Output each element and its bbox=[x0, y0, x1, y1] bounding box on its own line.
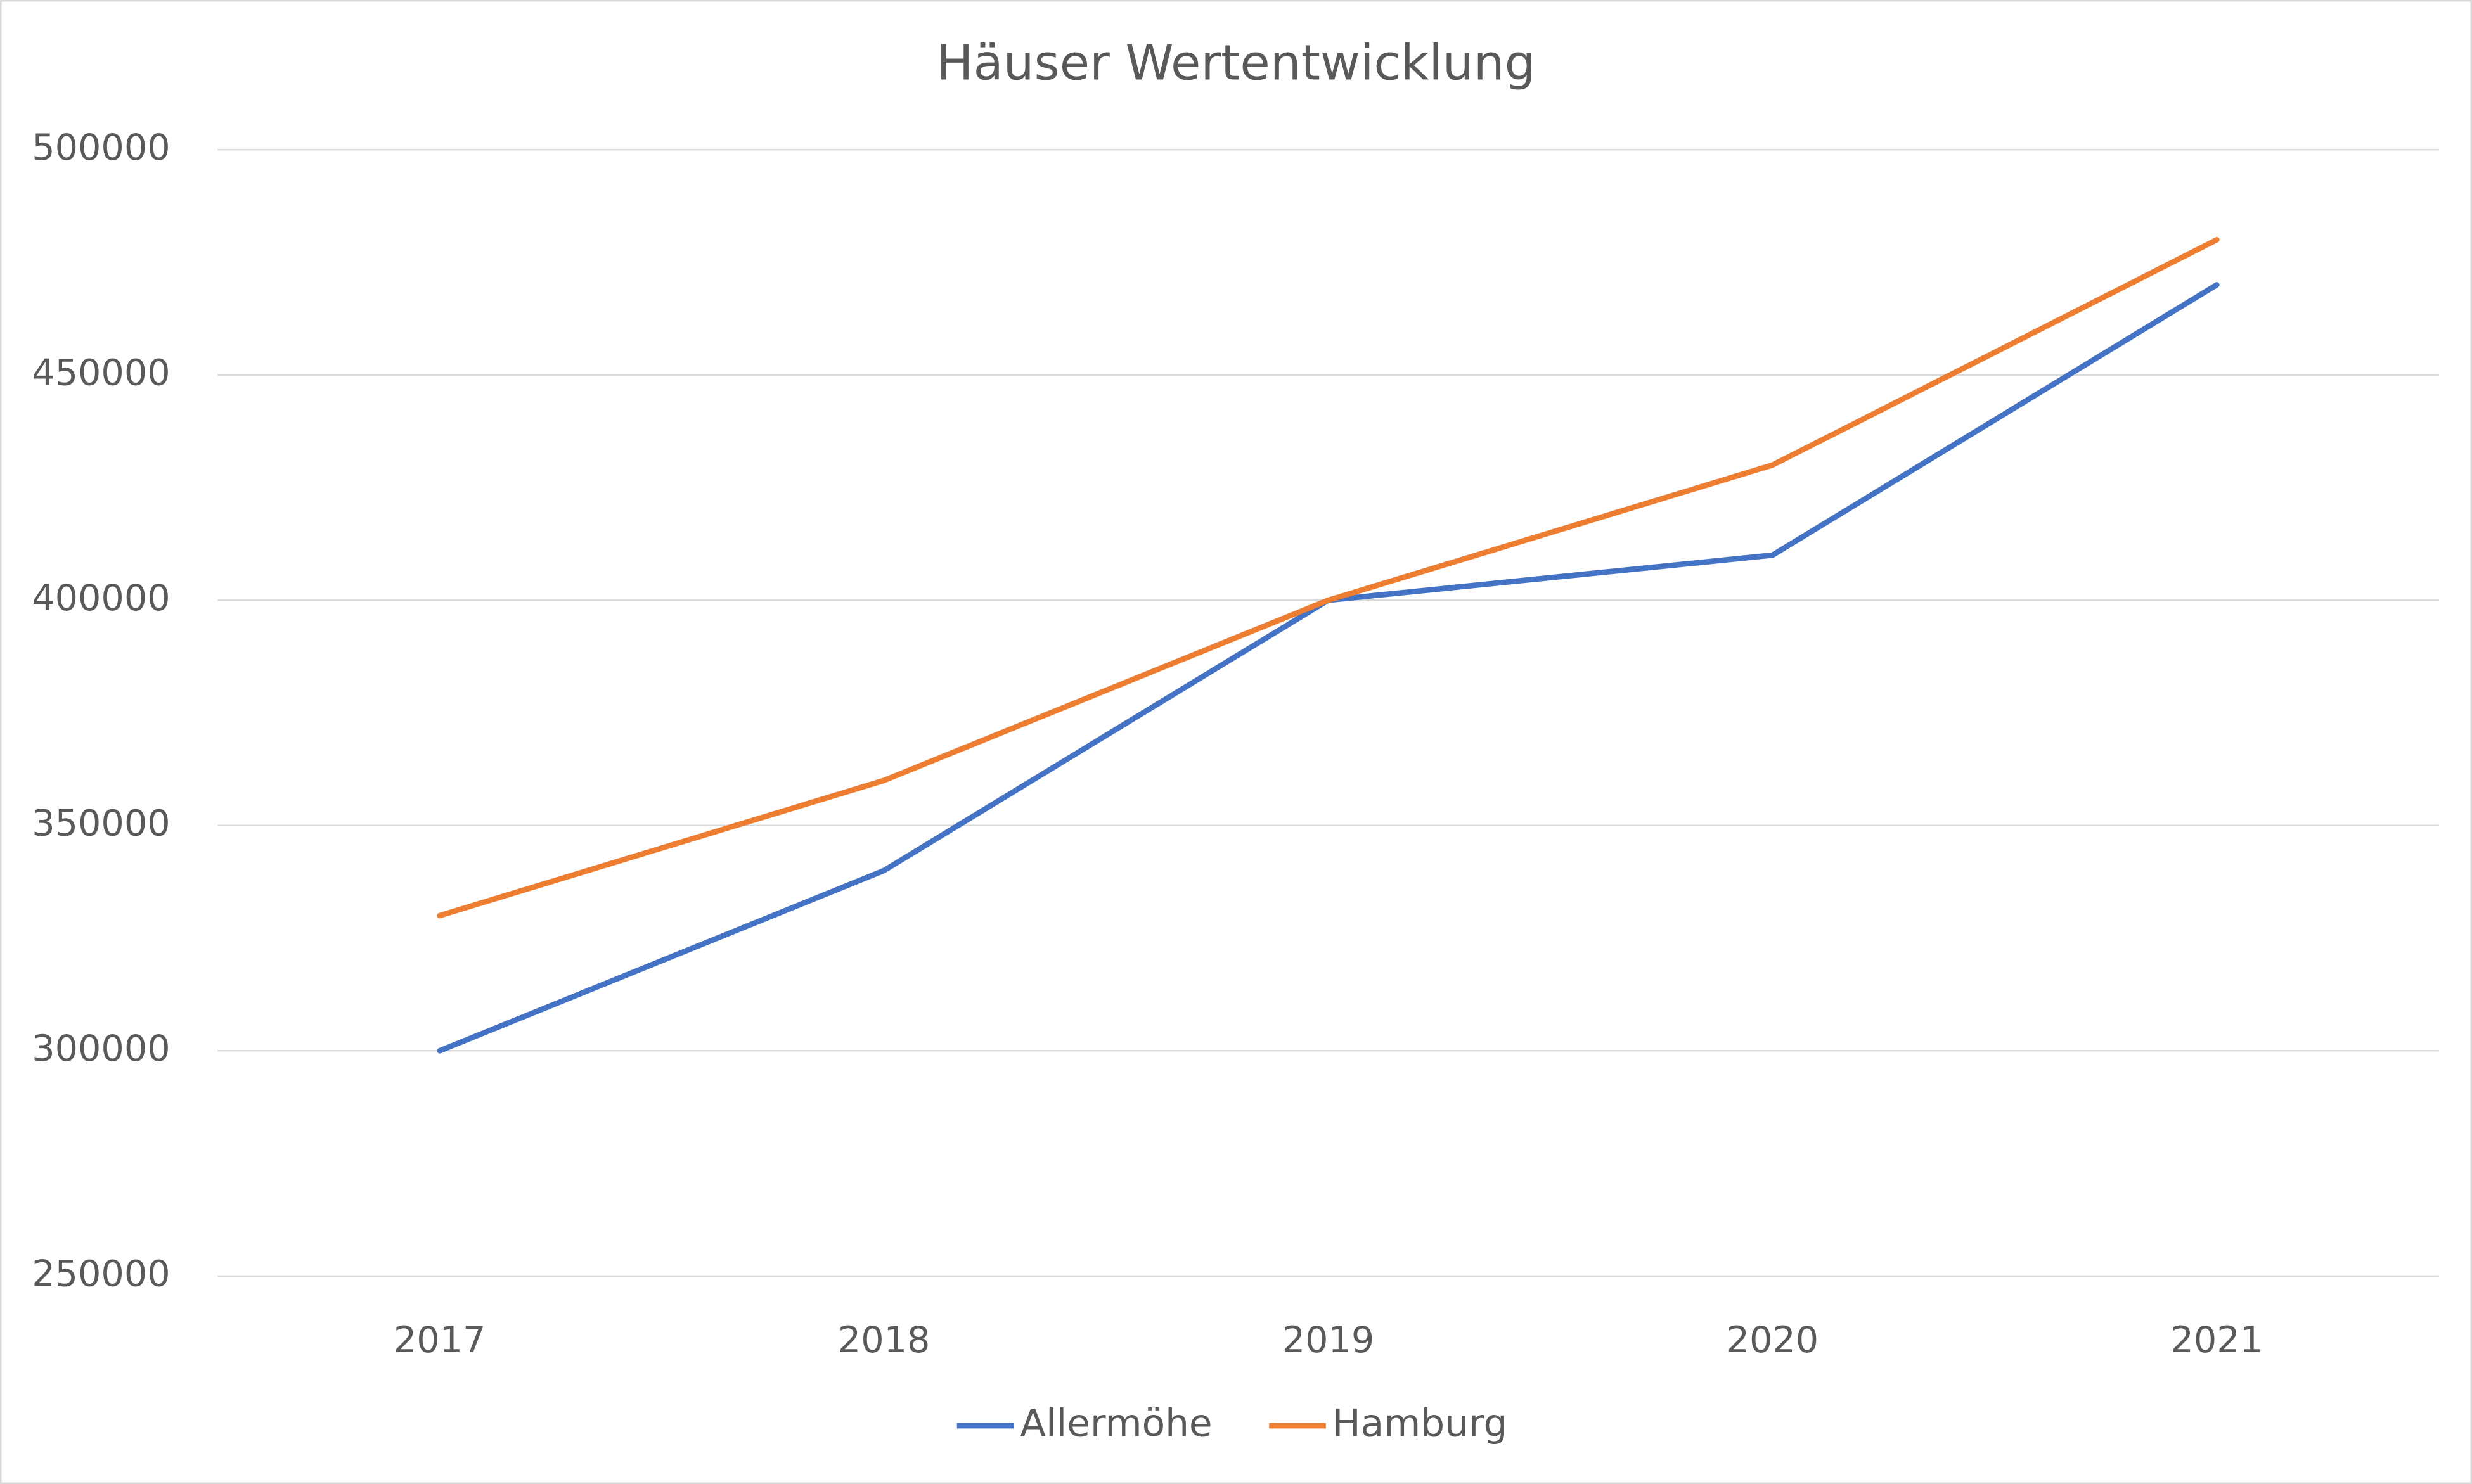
x-tick-label: 2021 bbox=[2171, 1319, 2263, 1361]
line bbox=[437, 237, 2220, 919]
x-tick-label: 2019 bbox=[1282, 1319, 1375, 1361]
y-tick-label: 250000 bbox=[32, 1253, 170, 1295]
chart-title: Häuser Wertentwicklung bbox=[936, 34, 1535, 91]
legend-label: Allermöhe bbox=[1020, 1402, 1212, 1446]
y-tick-label: 500000 bbox=[32, 127, 170, 169]
legend-label: Hamburg bbox=[1332, 1402, 1508, 1446]
y-tick-label: 400000 bbox=[32, 577, 170, 619]
y-tick-label: 350000 bbox=[32, 802, 170, 844]
x-tick-label: 2017 bbox=[394, 1319, 486, 1361]
y-tick-label: 300000 bbox=[32, 1028, 170, 1070]
x-tick-label: 2020 bbox=[1727, 1319, 1819, 1361]
x-tick-label: 2018 bbox=[838, 1319, 930, 1361]
y-tick-label: 450000 bbox=[32, 352, 170, 393]
